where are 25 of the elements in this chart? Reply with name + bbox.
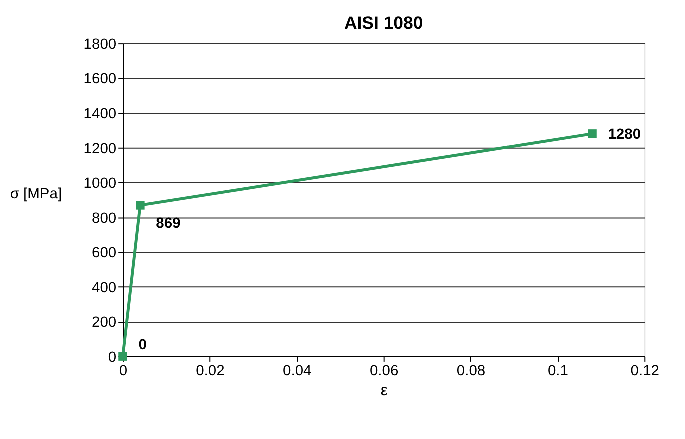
chart-title: AISI 1080 <box>344 12 424 33</box>
x-tick-label: 0.12 <box>630 364 660 380</box>
y-tick-label: 400 <box>92 280 117 296</box>
y-tick-label: 1200 <box>84 141 117 158</box>
x-tick-label: 0.1 <box>548 364 568 380</box>
y-tick-label: 1600 <box>84 72 117 88</box>
y-tick-label: 200 <box>92 315 117 332</box>
y-tick-label: 1000 <box>84 176 117 192</box>
data-label: 869 <box>156 216 181 232</box>
y-tick-label: 800 <box>92 210 117 227</box>
x-tick-label: 0.04 <box>283 364 312 380</box>
x-tick-label: 0.06 <box>370 364 399 380</box>
x-tick-label: 0 <box>119 364 128 380</box>
y-tick-label: 1400 <box>84 106 117 123</box>
x-axis-title: ε <box>380 382 388 400</box>
x-tick-label: 0.02 <box>196 364 225 380</box>
data-label: 0 <box>138 338 147 354</box>
data-label: 1280 <box>608 126 642 143</box>
point <box>136 201 145 210</box>
point <box>588 130 597 138</box>
y-tick-label: 1800 <box>84 36 117 53</box>
y-tick-label: 600 <box>92 246 117 262</box>
y-axis-title: σ [MPa] <box>10 186 62 203</box>
x-tick-label: 0.08 <box>456 364 486 380</box>
y-tick-label: 0 <box>108 350 117 366</box>
